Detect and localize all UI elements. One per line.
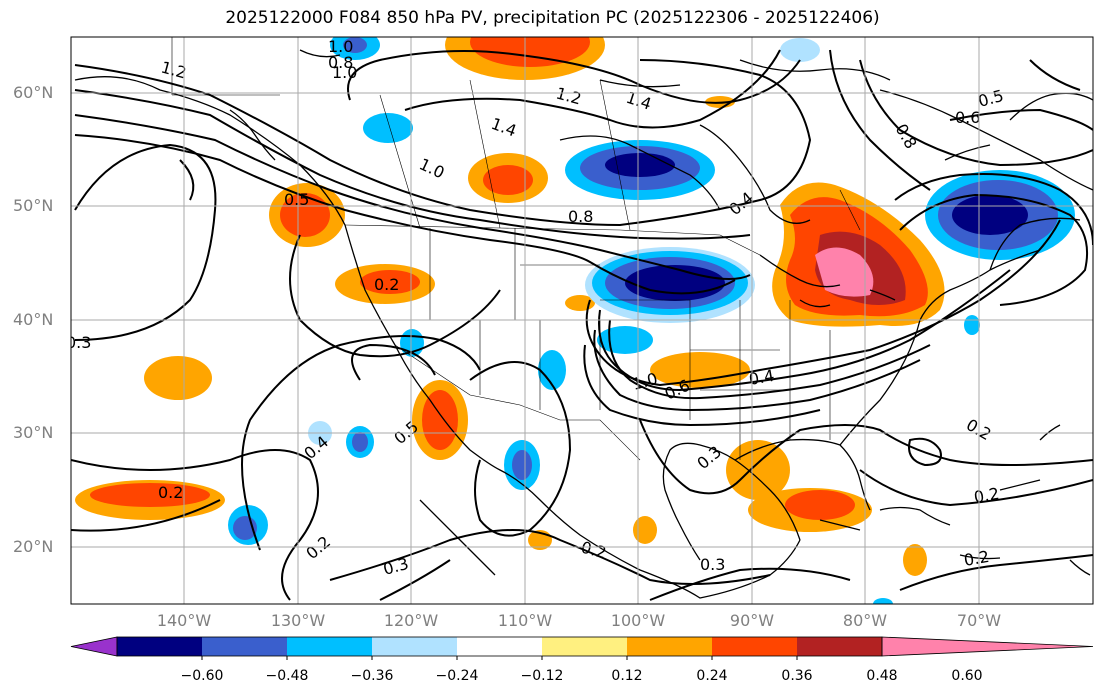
colorbar-tick: 0.36 xyxy=(781,668,813,684)
colorbar-tick: −0.60 xyxy=(180,668,224,684)
contour-label: 0.2 xyxy=(374,275,399,294)
lon-label: 130°W xyxy=(270,611,326,630)
precip-anomaly xyxy=(650,352,750,388)
precip-anomaly xyxy=(538,350,566,390)
contour-label: 0.5 xyxy=(284,190,309,209)
contour-label: 0.2 xyxy=(962,547,990,570)
contour-label: 0.2 xyxy=(158,483,183,502)
contour-label: 0.4 xyxy=(747,366,775,389)
lon-label: 110°W xyxy=(497,611,553,630)
graticule xyxy=(71,37,1093,604)
lat-label: 60°N xyxy=(13,83,54,102)
pv-contours xyxy=(71,49,1093,601)
lat-label: 50°N xyxy=(13,196,54,215)
precip-anomaly xyxy=(903,544,927,576)
precip-anomaly xyxy=(726,440,790,500)
precip-anomaly xyxy=(422,390,458,450)
contour-label: 0.8 xyxy=(328,53,353,72)
contour-label: 1.0 xyxy=(328,37,353,56)
colorbar-tick: 0.12 xyxy=(611,668,643,684)
contour-label: 1.0 xyxy=(332,63,357,82)
contour-label: 0.3 xyxy=(66,333,91,352)
map-title: 2025122000 F084 850 hPa PV, precipitatio… xyxy=(225,8,880,28)
precip-anomaly xyxy=(815,247,874,297)
colorbar-tick: −0.12 xyxy=(520,668,564,684)
colorbar-tick: −0.36 xyxy=(350,668,394,684)
precip-anomaly xyxy=(363,113,413,143)
lon-label: 140°W xyxy=(156,611,212,630)
precip-anomaly xyxy=(780,38,820,62)
contour-label: 0.6 xyxy=(955,108,980,127)
precip-anomaly xyxy=(625,265,725,301)
precip-anomaly xyxy=(470,37,590,67)
precip-anomaly xyxy=(873,598,893,604)
map-frame xyxy=(70,36,1094,605)
precip-anomaly xyxy=(343,37,367,53)
colorbar-tick: 0.48 xyxy=(866,668,898,684)
precip-anomaly xyxy=(352,432,368,452)
colorbar-tick: 0.60 xyxy=(951,668,983,684)
contour-label: 0.8 xyxy=(568,207,593,226)
precip-anomaly xyxy=(144,356,212,400)
lat-label: 30°N xyxy=(13,423,54,442)
colorbar-tick: 0.24 xyxy=(696,668,728,684)
precip-shading xyxy=(75,37,1075,604)
contour-label: 0.3 xyxy=(700,555,725,574)
precip-anomaly xyxy=(633,516,657,544)
lon-label: 100°W xyxy=(610,611,666,630)
colorbar-tick: −0.24 xyxy=(435,668,479,684)
precip-anomaly xyxy=(512,450,532,480)
lon-label: 70°W xyxy=(956,611,1002,630)
precip-anomaly xyxy=(90,483,210,507)
precip-anomaly xyxy=(964,315,980,335)
precip-anomaly xyxy=(360,270,420,294)
precip-anomaly xyxy=(280,193,330,237)
colorbar-tick: −0.48 xyxy=(265,668,309,684)
lat-label: 20°N xyxy=(13,537,54,556)
precip-anomaly xyxy=(952,195,1028,235)
lon-label: 80°W xyxy=(842,611,888,630)
lon-label: 120°W xyxy=(383,611,439,630)
lat-label: 40°N xyxy=(13,310,54,329)
lon-label: 90°W xyxy=(729,611,775,630)
precip-anomaly xyxy=(483,165,533,195)
precip-anomaly xyxy=(785,490,855,520)
